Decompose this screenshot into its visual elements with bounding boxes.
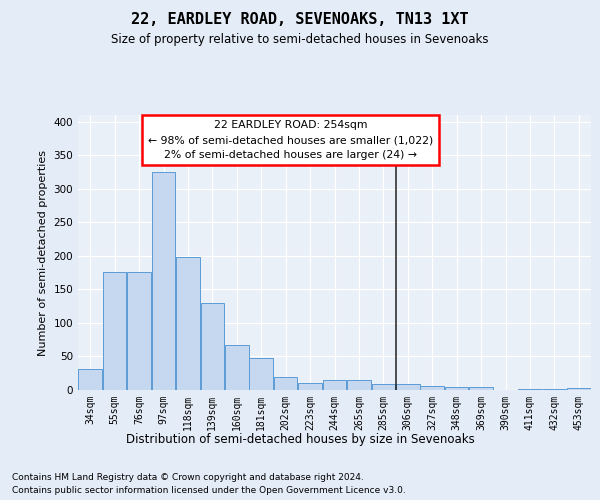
Text: Contains HM Land Registry data © Crown copyright and database right 2024.: Contains HM Land Registry data © Crown c… xyxy=(12,472,364,482)
Bar xyxy=(200,303,224,390)
Bar xyxy=(250,358,273,390)
Y-axis label: Number of semi-detached properties: Number of semi-detached properties xyxy=(38,150,48,356)
Bar xyxy=(79,369,102,390)
Bar xyxy=(274,376,298,390)
Bar xyxy=(127,272,151,390)
Bar xyxy=(396,384,419,390)
Text: Contains public sector information licensed under the Open Government Licence v3: Contains public sector information licen… xyxy=(12,486,406,495)
Bar xyxy=(298,382,322,390)
Bar xyxy=(469,388,493,390)
Text: 22, EARDLEY ROAD, SEVENOAKS, TN13 1XT: 22, EARDLEY ROAD, SEVENOAKS, TN13 1XT xyxy=(131,12,469,28)
Bar xyxy=(518,388,542,390)
Text: Size of property relative to semi-detached houses in Sevenoaks: Size of property relative to semi-detach… xyxy=(111,32,489,46)
Bar xyxy=(445,388,469,390)
Bar xyxy=(371,384,395,390)
Bar xyxy=(347,380,371,390)
Bar xyxy=(225,345,248,390)
Bar xyxy=(421,386,444,390)
Bar xyxy=(323,380,346,390)
Bar xyxy=(176,256,200,390)
Bar xyxy=(567,388,590,390)
Text: Distribution of semi-detached houses by size in Sevenoaks: Distribution of semi-detached houses by … xyxy=(125,432,475,446)
Bar xyxy=(103,272,127,390)
Bar xyxy=(152,172,175,390)
Text: 22 EARDLEY ROAD: 254sqm
← 98% of semi-detached houses are smaller (1,022)
2% of : 22 EARDLEY ROAD: 254sqm ← 98% of semi-de… xyxy=(148,120,433,160)
Bar xyxy=(542,388,566,390)
